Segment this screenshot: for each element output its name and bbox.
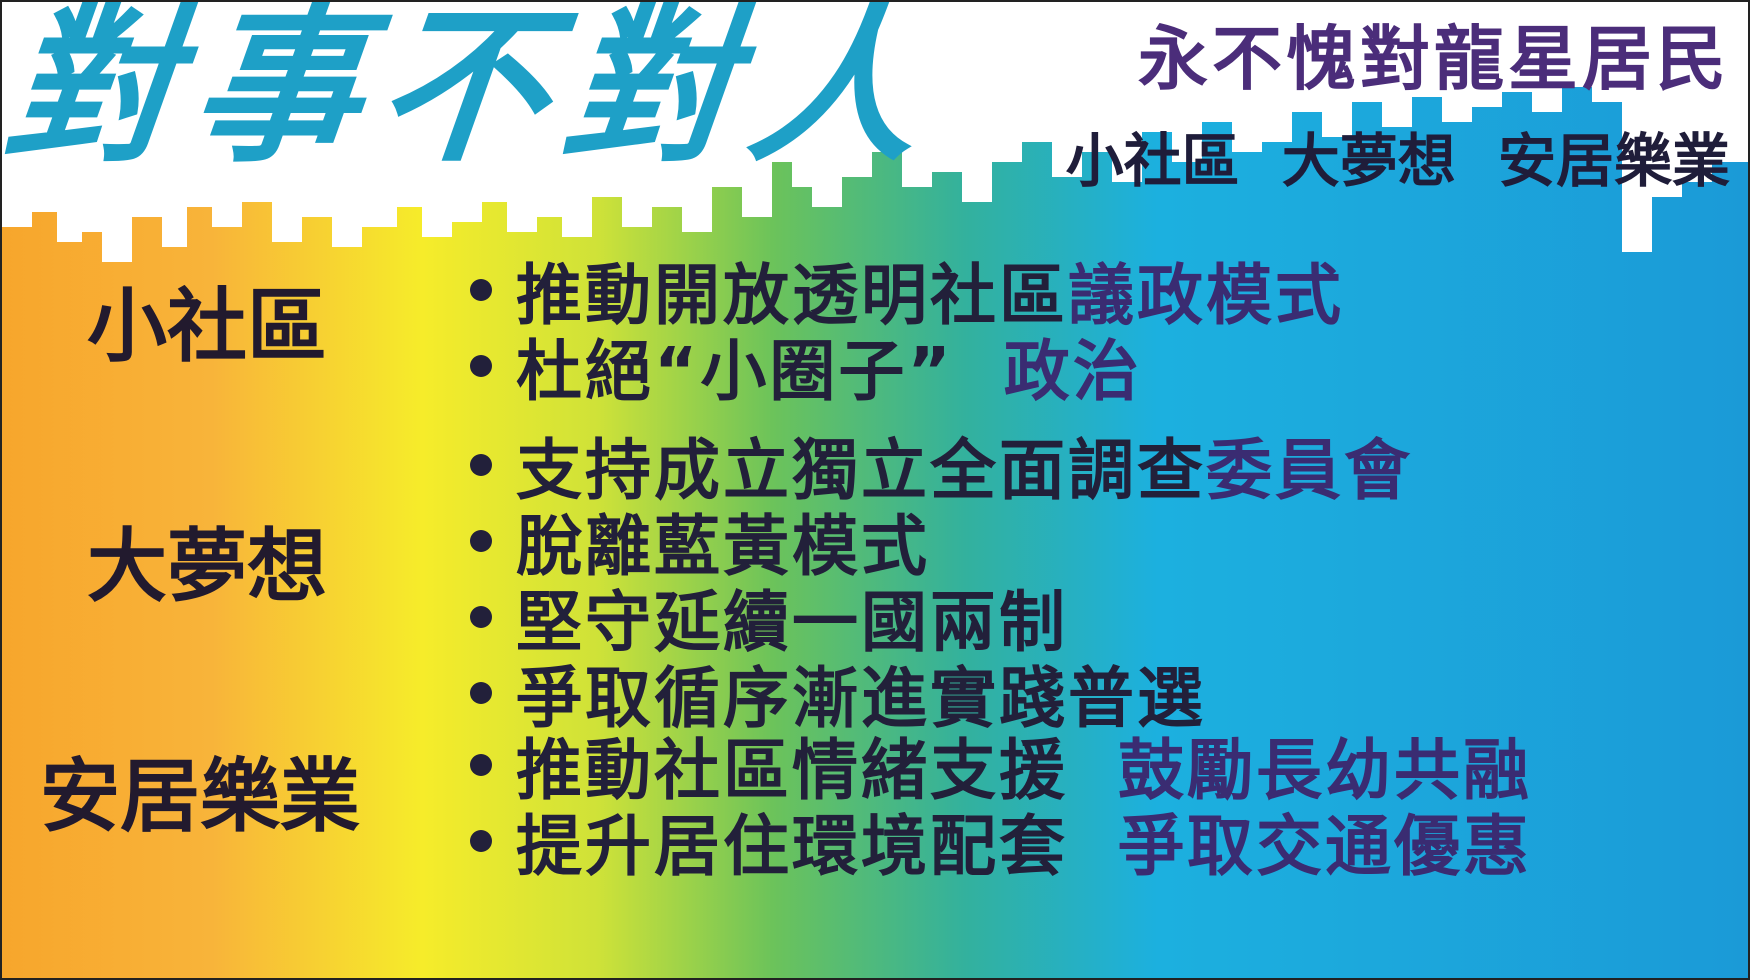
bullet-dot-icon — [470, 606, 492, 628]
bullet-tail-text: 委員會 — [1206, 432, 1413, 509]
list-item: 脫離藍黃模式 — [470, 503, 1413, 585]
bullet-dot-icon — [470, 279, 492, 301]
bullet-main-text: 堅守延續一國兩制 — [516, 584, 1068, 661]
bullet-main-text: 推動開放透明社區 — [516, 257, 1068, 334]
bullet-dot-icon — [470, 530, 492, 552]
bullet-dot-icon — [470, 830, 492, 852]
bullet-main-text: 杜絕“小圈子” — [516, 333, 954, 410]
list-item: 提升居住環境配套 爭取交通優惠 — [470, 803, 1532, 885]
bullet-tail-text: 政治 — [1003, 333, 1142, 410]
list-item: 支持成立獨立全面調查 委員會 — [470, 427, 1413, 509]
bullet-main-text: 爭取循序漸進實踐普選 — [516, 660, 1206, 737]
section-big-dream-list: 支持成立獨立全面調查 委員會 脫離藍黃模式 堅守延續一國兩制 爭取循序漸進實踐普選 — [470, 427, 1413, 737]
bullet-main-text: 脫離藍黃模式 — [516, 508, 930, 585]
list-item: 推動社區情緒支援 鼓勵長幼共融 — [470, 727, 1532, 809]
skyline-shape — [2, 87, 1748, 978]
bullet-main-text: 提升居住環境配套 — [516, 808, 1068, 885]
list-item: 堅守延續一國兩制 — [470, 579, 1413, 661]
bullet-tail-text: 議政模式 — [1068, 257, 1344, 334]
bullet-main-text: 支持成立獨立全面調查 — [516, 432, 1206, 509]
bullet-dot-icon — [470, 355, 492, 377]
list-item: 推動開放透明社區 議政模式 — [470, 252, 1344, 334]
list-item: 杜絕“小圈子” 政治 — [470, 328, 1344, 410]
list-item: 爭取循序漸進實踐普選 — [470, 655, 1413, 737]
section-live-and-work-list: 推動社區情緒支援 鼓勵長幼共融 提升居住環境配套 爭取交通優惠 — [470, 727, 1532, 885]
poster-title: 對事不對人 — [0, 0, 948, 185]
section-label-small-community: 小社區 — [87, 280, 327, 373]
section-label-big-dream: 大夢想 — [87, 520, 327, 613]
section-label-live-and-work: 安居樂業 — [40, 750, 360, 843]
bullet-tail-text: 鼓勵長幼共融 — [1118, 732, 1532, 809]
poster-subtitle-secondary: 小社區 大夢想 安居樂業 — [1065, 127, 1730, 195]
bullet-dot-icon — [470, 454, 492, 476]
bullet-main-text: 推動社區情緒支援 — [516, 732, 1068, 809]
poster-subtitle-primary: 永不愧對龍星居民 — [1138, 18, 1730, 100]
bullet-tail-text: 爭取交通優惠 — [1118, 808, 1532, 885]
section-small-community-list: 推動開放透明社區 議政模式 杜絕“小圈子” 政治 — [470, 252, 1344, 410]
bullet-dot-icon — [470, 682, 492, 704]
bullet-dot-icon — [470, 754, 492, 776]
